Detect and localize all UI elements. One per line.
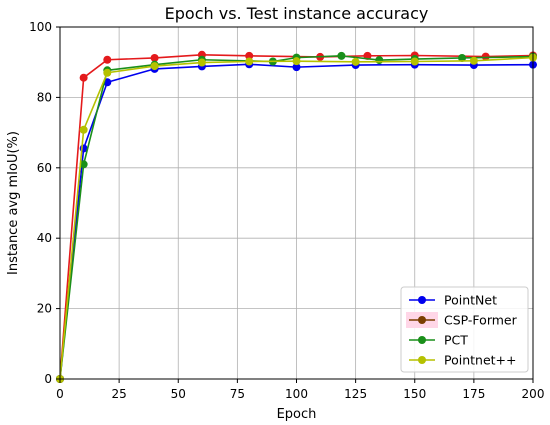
legend-label: CSP-Former	[444, 313, 518, 328]
series-layer	[56, 50, 537, 383]
legend-marker	[418, 296, 426, 304]
chart-title: Epoch vs. Test instance accuracy	[165, 4, 429, 23]
data-point-pointnet	[79, 125, 88, 134]
y-tick-label: 100	[29, 20, 52, 34]
y-tick-label: 80	[37, 90, 52, 104]
legend-label: PCT	[444, 333, 468, 348]
data-point-pointnet	[150, 62, 159, 71]
data-point-pointnet	[292, 57, 301, 66]
data-point-pct	[337, 51, 346, 60]
data-point-csp-former	[79, 73, 88, 82]
x-tick-label: 0	[56, 387, 64, 401]
data-point-csp-former	[150, 53, 159, 62]
legend-marker	[418, 356, 426, 364]
x-tick-label: 150	[403, 387, 426, 401]
data-point-csp-former	[481, 52, 490, 61]
legend-label: PointNet	[444, 293, 497, 308]
x-tick-label: 25	[111, 387, 126, 401]
y-tick-label: 0	[44, 372, 52, 386]
x-tick-label: 75	[230, 387, 245, 401]
series-line-pct	[59, 55, 534, 380]
y-tick-label: 60	[37, 161, 52, 175]
x-tick-label: 50	[171, 387, 186, 401]
y-tick-label: 20	[37, 302, 52, 316]
x-tick-label: 125	[344, 387, 367, 401]
legend-box	[400, 286, 529, 373]
legend-label: Pointnet++	[444, 353, 517, 368]
y-tick-label: 40	[37, 231, 52, 245]
data-point-pointnet	[410, 57, 419, 66]
axis-layer: 0 25 50 75 100 125 150 175 200 0 20 40 60 80 100	[29, 20, 544, 401]
data-point-csp-former	[103, 55, 112, 64]
legend-marker	[418, 336, 426, 344]
data-point-pointnet	[103, 68, 112, 77]
data-point-pct	[458, 53, 467, 62]
data-point-pointnet	[351, 57, 360, 66]
legend-marker	[418, 316, 426, 324]
data-point-pointnet	[245, 57, 254, 66]
data-point-pointnet	[197, 58, 206, 67]
x-tick-label: 175	[462, 387, 485, 401]
data-point-pct	[79, 160, 88, 169]
data-point-csp-former	[245, 51, 254, 60]
data-point-pointnet	[292, 63, 301, 72]
x-tick-label: 200	[522, 387, 545, 401]
data-point-pointnet	[469, 56, 478, 65]
y-axis-label: Instance avg mIoU(%)	[6, 131, 21, 275]
x-axis-label: Epoch	[277, 407, 317, 422]
legend: PointNet CSP-Former PCT Pointnet++	[400, 286, 529, 373]
data-point-pct	[375, 56, 384, 65]
x-tick-label: 100	[285, 387, 308, 401]
series-pointnet	[56, 53, 537, 383]
